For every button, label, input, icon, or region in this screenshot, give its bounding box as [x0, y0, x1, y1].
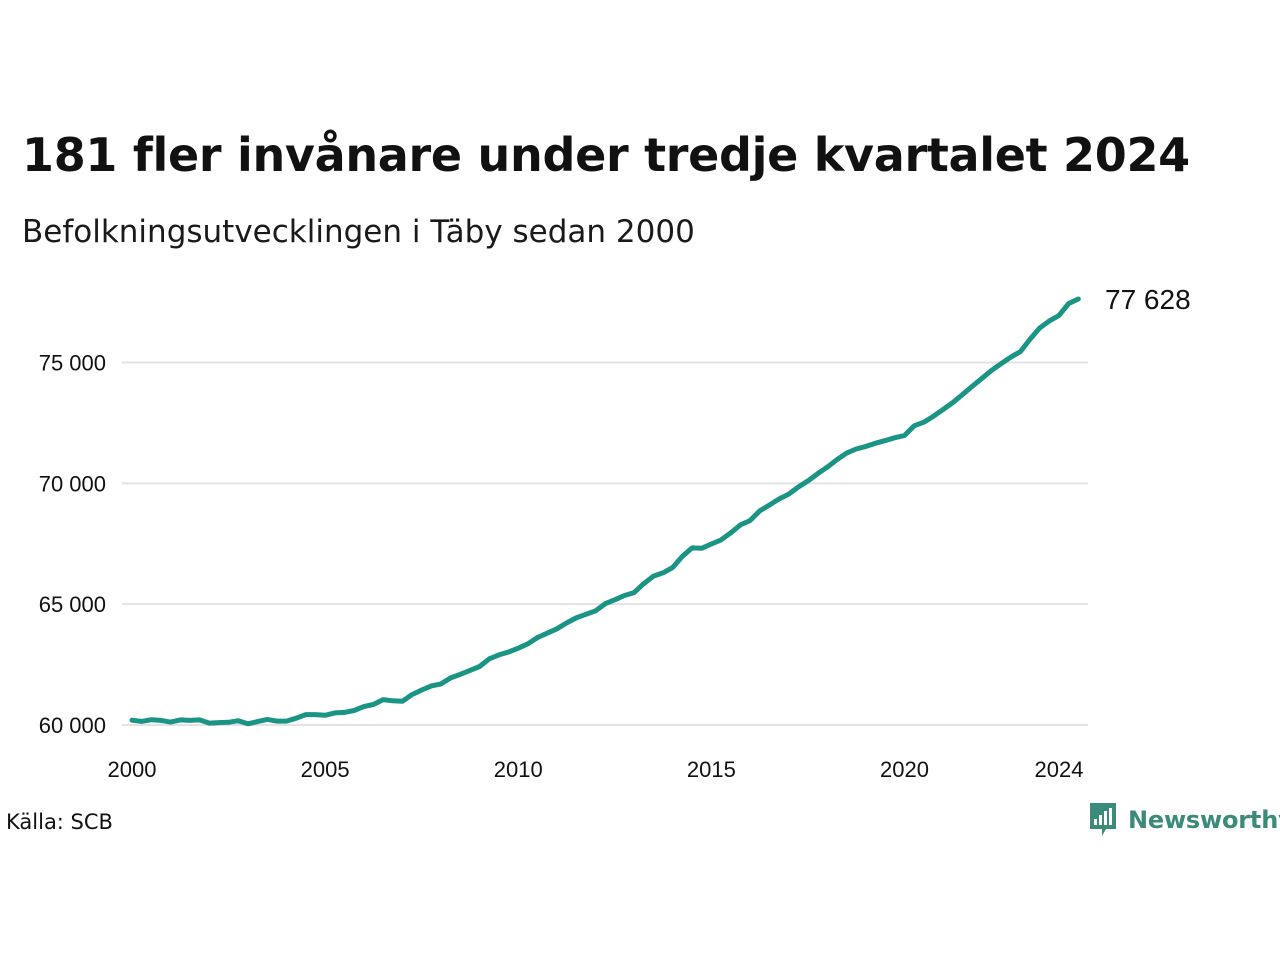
y-tick-label: 60 000 [39, 713, 106, 738]
y-tick-label: 75 000 [39, 351, 106, 376]
x-tick-label: 2024 [1035, 757, 1084, 782]
x-tick-label: 2020 [880, 757, 929, 782]
x-tick-label: 2015 [687, 757, 736, 782]
chart-subtitle: Befolkningsutvecklingen i Täby sedan 200… [22, 214, 695, 250]
x-tick-label: 2000 [108, 757, 157, 782]
brand-logo[interactable]: Newsworthy [1088, 800, 1280, 840]
y-tick-label: 70 000 [39, 471, 106, 496]
end-label-layer: 77 628 [1105, 284, 1191, 315]
series-layer [129, 296, 1081, 727]
x-tick-label: 2005 [301, 757, 350, 782]
y-axis-labels: 60 000 65 000 70 000 75 000 [39, 351, 106, 738]
newsworthy-logo-icon [1090, 803, 1116, 836]
source-note: Källa: SCB [6, 810, 113, 834]
x-axis-labels: 2000 2005 2010 2015 2020 2024 [108, 757, 1084, 782]
end-value-label: 77 628 [1105, 284, 1191, 315]
brand-name: Newsworthy [1128, 806, 1280, 834]
y-tick-label: 65 000 [39, 592, 106, 617]
grid-lines [122, 361, 1088, 726]
x-tick-label: 2010 [494, 757, 543, 782]
chart-title: 181 fler invånare under tredje kvartalet… [22, 128, 1190, 182]
